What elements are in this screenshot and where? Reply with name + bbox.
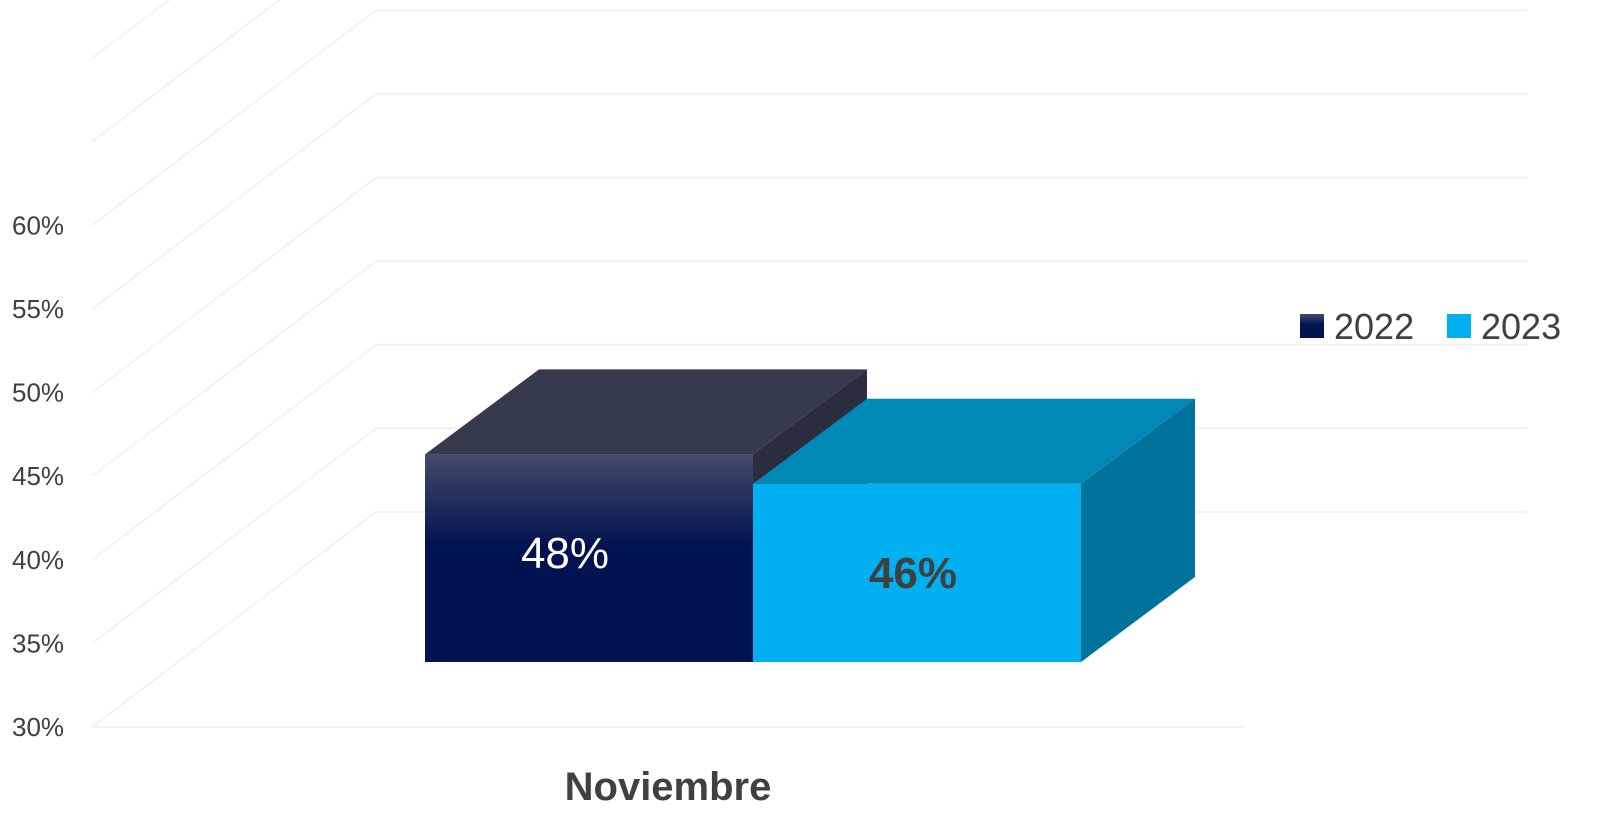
y-tick-label: 45%: [12, 461, 64, 491]
y-axis: 30% 35% 40% 45% 50% 55% 60%: [12, 210, 64, 742]
bars: [425, 369, 1195, 662]
bar-front-2022: [425, 454, 753, 662]
legend-item-2022: 2022: [1300, 306, 1414, 347]
y-tick-label: 55%: [12, 294, 64, 324]
gridline: [91, 9, 1527, 227]
bar-2023: [753, 398, 1195, 662]
bar-front-2023: [753, 483, 1081, 662]
y-tick-label: 35%: [12, 628, 64, 658]
data-label-2022: 48%: [521, 529, 609, 578]
legend-label-2022: 2022: [1334, 306, 1414, 347]
legend: 2022 2023: [1300, 306, 1561, 347]
data-label-2023: 46%: [869, 549, 957, 598]
gridline: [91, 260, 1527, 477]
data-labels: 48% 46%: [521, 529, 957, 598]
y-tick-label: 40%: [12, 545, 64, 575]
gridline: [91, 176, 1527, 394]
x-tick-label: Noviembre: [565, 765, 772, 809]
bar-side-2023: [1081, 398, 1195, 662]
y-tick-label: 50%: [12, 378, 64, 408]
gridline: [91, 0, 281, 143]
y-tick-label: 60%: [12, 210, 64, 240]
gridlines: [91, 0, 1527, 728]
legend-swatch-2023: [1447, 314, 1471, 338]
bar-top-2023: [753, 398, 1195, 484]
bar-top-2022: [425, 369, 867, 455]
gridline: [91, 0, 171, 59]
legend-label-2023: 2023: [1481, 306, 1561, 347]
legend-item-2023: 2023: [1447, 306, 1561, 347]
gridline: [91, 343, 1527, 561]
legend-swatch-2022: [1300, 314, 1324, 338]
x-axis: Noviembre: [565, 765, 772, 809]
y-tick-label: 30%: [12, 712, 64, 742]
gridline: [91, 93, 1527, 310]
